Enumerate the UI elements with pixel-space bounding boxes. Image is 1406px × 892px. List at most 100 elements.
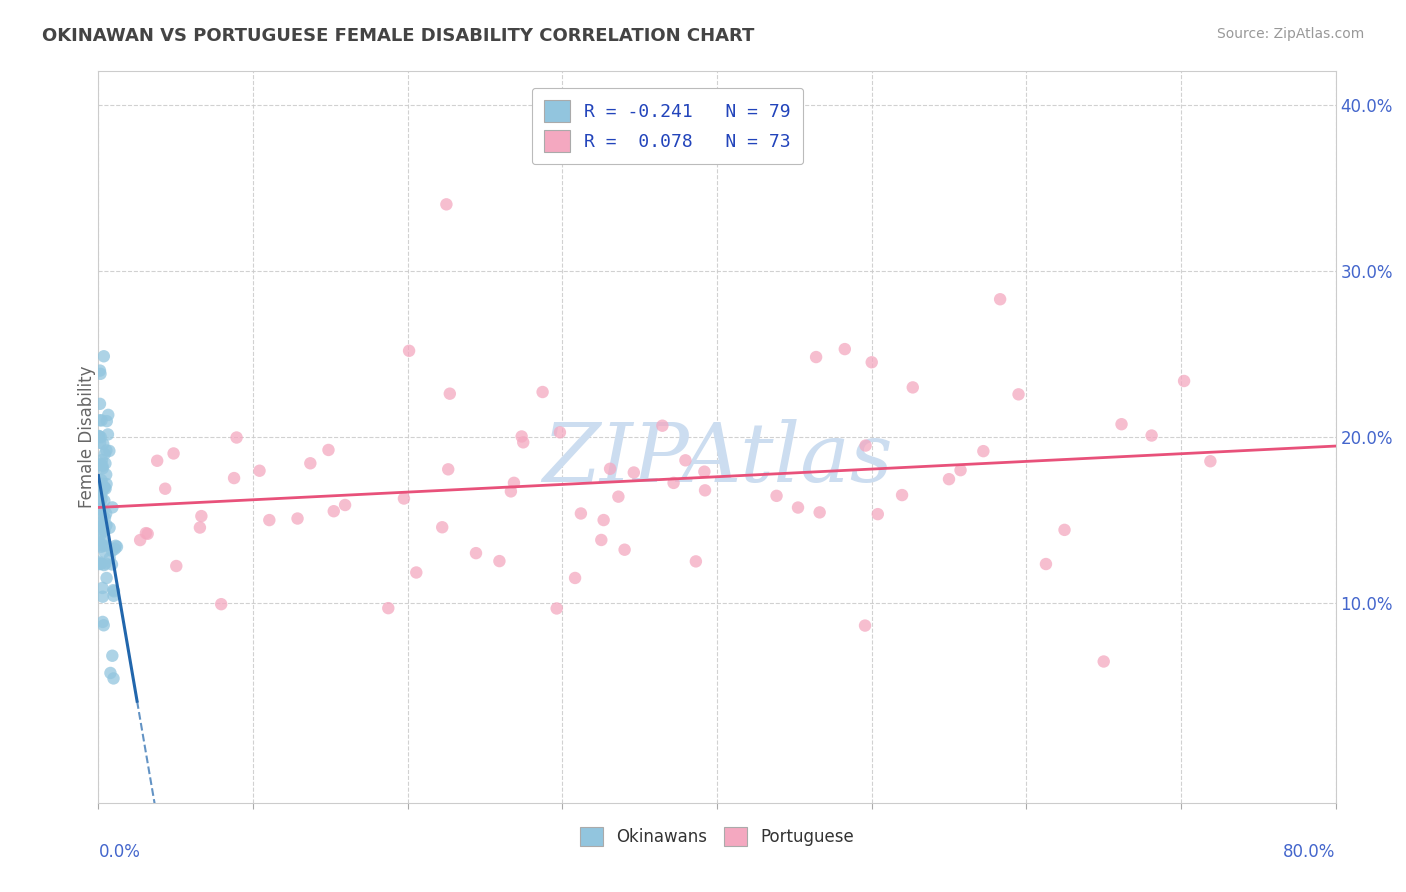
Point — [97, 427, 120, 442]
Point — [91, 615, 114, 629]
Point — [96, 507, 118, 521]
Point — [437, 462, 460, 476]
Point — [1092, 655, 1115, 669]
Point — [259, 513, 281, 527]
Point — [96, 414, 118, 428]
Point — [90, 458, 112, 472]
Point — [93, 618, 115, 632]
Point — [135, 526, 157, 541]
Point — [512, 435, 534, 450]
Text: ZIPAtlas: ZIPAtlas — [541, 419, 893, 499]
Point — [938, 472, 960, 486]
Point — [103, 583, 125, 598]
Point — [93, 523, 115, 537]
Point — [225, 430, 247, 444]
Point — [96, 571, 118, 585]
Point — [89, 557, 111, 571]
Point — [153, 482, 176, 496]
Point — [91, 453, 114, 467]
Point — [93, 481, 115, 495]
Point — [87, 533, 110, 547]
Point — [98, 444, 121, 458]
Point — [860, 355, 883, 369]
Point — [662, 475, 685, 490]
Point — [91, 461, 114, 475]
Point — [129, 533, 152, 547]
Point — [503, 475, 526, 490]
Point — [89, 413, 111, 427]
Point — [322, 504, 344, 518]
Point — [531, 384, 554, 399]
Point — [607, 490, 630, 504]
Point — [105, 540, 128, 554]
Point — [592, 513, 614, 527]
Point — [91, 515, 114, 529]
Point — [685, 554, 707, 568]
Point — [89, 367, 111, 381]
Point — [101, 648, 124, 663]
Point — [89, 397, 111, 411]
Point — [1053, 523, 1076, 537]
Point — [93, 539, 115, 553]
Point — [591, 533, 613, 547]
Point — [599, 462, 621, 476]
Point — [101, 500, 124, 515]
Point — [613, 542, 636, 557]
Point — [834, 342, 856, 356]
Point — [465, 546, 488, 560]
Point — [91, 534, 114, 549]
Point — [808, 505, 831, 519]
Legend: Okinawans, Portuguese: Okinawans, Portuguese — [574, 821, 860, 853]
Point — [103, 589, 125, 603]
Point — [97, 408, 120, 422]
Point — [89, 363, 111, 377]
Point — [249, 464, 271, 478]
Point — [901, 380, 924, 394]
Point — [91, 519, 114, 533]
Point — [190, 509, 212, 524]
Point — [318, 442, 340, 457]
Point — [93, 558, 115, 572]
Point — [91, 476, 114, 491]
Point — [87, 501, 110, 516]
Point — [89, 429, 111, 443]
Y-axis label: Female Disability: Female Disability — [79, 366, 96, 508]
Text: OKINAWAN VS PORTUGUESE FEMALE DISABILITY CORRELATION CHART: OKINAWAN VS PORTUGUESE FEMALE DISABILITY… — [42, 27, 755, 45]
Point — [787, 500, 810, 515]
Point — [93, 493, 115, 508]
Point — [651, 418, 673, 433]
Point — [94, 482, 117, 496]
Point — [90, 540, 112, 554]
Point — [804, 350, 827, 364]
Point — [488, 554, 510, 568]
Point — [693, 483, 716, 498]
Point — [104, 541, 127, 556]
Point — [222, 471, 245, 485]
Point — [439, 386, 461, 401]
Point — [1199, 454, 1222, 468]
Point — [90, 491, 112, 506]
Point — [972, 444, 994, 458]
Point — [188, 520, 211, 534]
Point — [693, 465, 716, 479]
Point — [94, 457, 117, 471]
Point — [949, 463, 972, 477]
Point — [510, 429, 533, 443]
Point — [91, 508, 114, 523]
Point — [675, 453, 697, 467]
Point — [94, 447, 117, 461]
Point — [299, 456, 322, 470]
Point — [89, 498, 111, 512]
Point — [90, 473, 112, 487]
Point — [165, 559, 187, 574]
Point — [988, 292, 1011, 306]
Point — [90, 413, 112, 427]
Text: Source: ZipAtlas.com: Source: ZipAtlas.com — [1216, 27, 1364, 41]
Point — [91, 458, 114, 473]
Point — [333, 498, 356, 512]
Point — [891, 488, 914, 502]
Point — [564, 571, 586, 585]
Point — [1007, 387, 1029, 401]
Point — [499, 484, 522, 499]
Point — [91, 437, 114, 451]
